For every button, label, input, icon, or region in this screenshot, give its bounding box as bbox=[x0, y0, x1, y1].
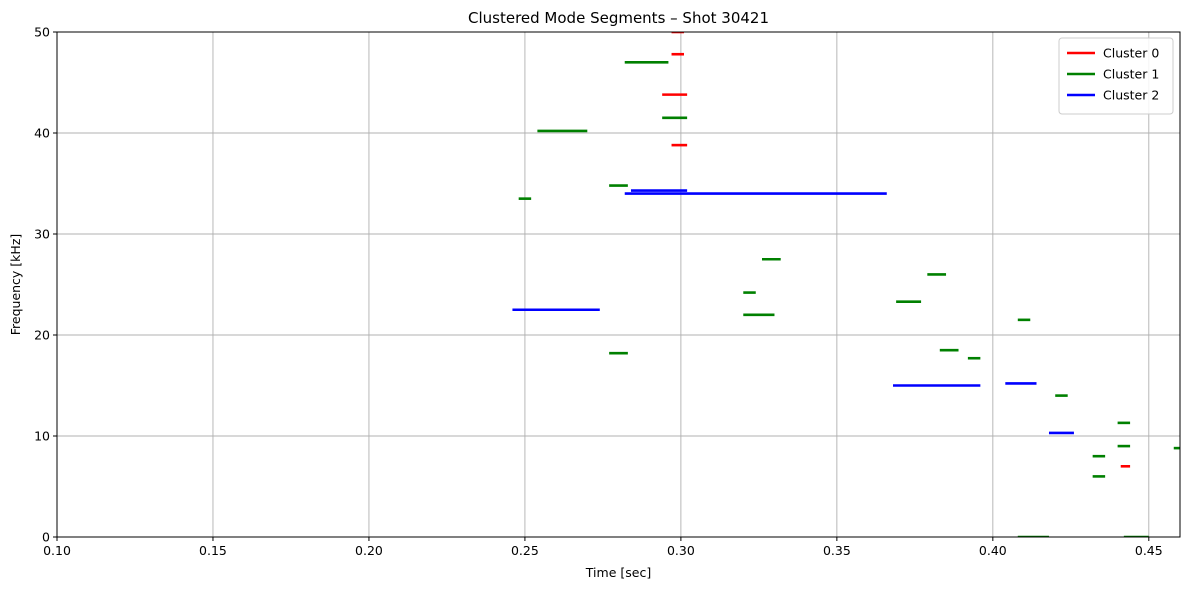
x-tick-label: 0.45 bbox=[1135, 543, 1163, 558]
y-axis: 0 10 20 30 40 50 bbox=[34, 25, 57, 545]
y-tick-label: 10 bbox=[34, 429, 50, 444]
x-tick-label: 0.25 bbox=[511, 543, 539, 558]
plot-frame bbox=[56, 31, 1181, 538]
y-tick-label: 30 bbox=[34, 227, 50, 242]
legend-entry: Cluster 2 bbox=[1103, 88, 1159, 103]
chart-title: Clustered Mode Segments – Shot 30421 bbox=[468, 9, 769, 27]
series-cluster-2 bbox=[512, 189, 1074, 435]
x-tick-label: 0.30 bbox=[667, 543, 695, 558]
series-cluster-1 bbox=[518, 60, 1180, 537]
plot-area bbox=[512, 32, 1180, 537]
y-tick-label: 50 bbox=[34, 25, 50, 40]
x-tick-label: 0.40 bbox=[979, 543, 1007, 558]
series-cluster-0 bbox=[662, 32, 1131, 468]
x-axis: 0.10 0.15 0.20 0.25 0.30 0.35 0.40 0.45 bbox=[43, 537, 1163, 558]
x-tick-label: 0.35 bbox=[823, 543, 851, 558]
x-tick-label: 0.20 bbox=[355, 543, 383, 558]
x-tick-label: 0.10 bbox=[43, 543, 71, 558]
y-tick-label: 0 bbox=[42, 530, 50, 545]
legend-entry: Cluster 1 bbox=[1103, 67, 1159, 82]
x-axis-label: Time [sec] bbox=[585, 565, 651, 580]
y-axis-label: Frequency [kHz] bbox=[8, 234, 23, 336]
y-tick-label: 20 bbox=[34, 328, 50, 343]
legend: Cluster 0 Cluster 1 Cluster 2 bbox=[1058, 37, 1174, 115]
y-tick-label: 40 bbox=[34, 126, 50, 141]
legend-entry: Cluster 0 bbox=[1103, 46, 1159, 61]
x-tick-label: 0.15 bbox=[199, 543, 227, 558]
